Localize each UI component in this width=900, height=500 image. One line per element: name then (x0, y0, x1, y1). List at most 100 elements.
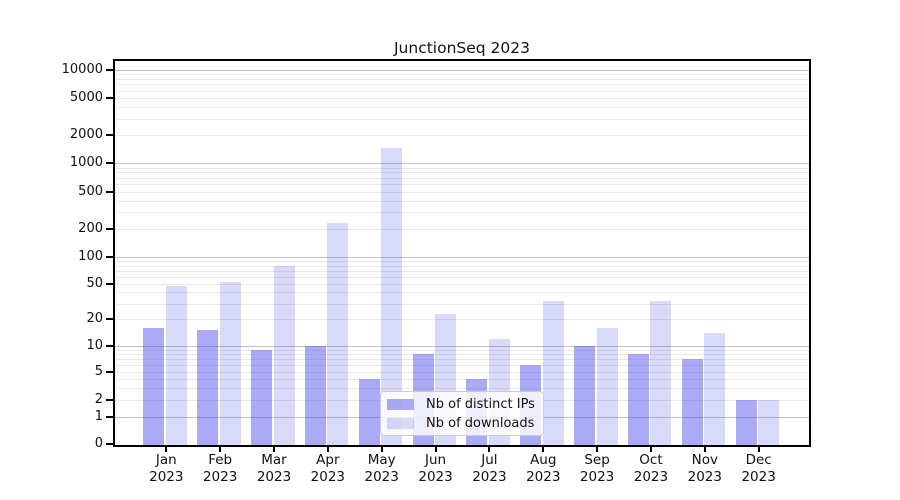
x-tick (380, 447, 383, 452)
y-tick (106, 162, 113, 165)
y-minor-gridline (115, 167, 809, 169)
y-minor-gridline (115, 118, 809, 120)
x-tick-month: Mar (261, 452, 287, 468)
x-tick-label: Feb 2023 (190, 452, 250, 486)
x-tick-month: Sep (584, 452, 610, 468)
y-tick (106, 97, 113, 100)
x-tick (757, 447, 760, 452)
bar-downloads-oct (650, 301, 672, 445)
x-tick-label: Jan 2023 (136, 452, 196, 486)
bar-downloads-sep (596, 327, 618, 445)
y-tick (106, 69, 113, 71)
x-tick-label: Mar 2023 (244, 452, 304, 486)
bar-downloads-dec (758, 400, 780, 445)
x-tick-year: 2023 (526, 469, 561, 485)
x-tick-month: Apr (316, 452, 340, 468)
y-tick-label: 0 (94, 435, 103, 451)
x-tick-month: Oct (639, 452, 663, 468)
y-gridline (115, 257, 809, 258)
x-tick (165, 447, 168, 452)
y-gridline (115, 372, 809, 373)
x-tick-label: Sep 2023 (567, 452, 627, 486)
y-minor-gridline (115, 265, 809, 267)
y-tick (106, 345, 113, 347)
x-tick (649, 447, 652, 452)
bar-distinct-ips-dec (735, 400, 757, 445)
y-minor-gridline (115, 349, 809, 351)
axis-spine-right (809, 59, 811, 447)
x-tick-month: Jan (155, 452, 177, 468)
y-tick-label: 5000 (69, 90, 103, 106)
y-tick (106, 399, 113, 401)
y-tick-label: 500 (78, 183, 103, 199)
x-tick (488, 447, 491, 452)
x-tick-label: Jul 2023 (459, 452, 519, 486)
y-minor-gridline (115, 90, 809, 92)
y-gridline (115, 191, 809, 193)
y-tick (106, 134, 113, 137)
y-minor-gridline (115, 365, 809, 367)
y-tick-label: 10000 (61, 62, 103, 77)
y-tick (106, 227, 113, 230)
bar-downloads-mar (273, 265, 295, 445)
x-tick-label: Oct 2023 (621, 452, 681, 486)
bar-distinct-ips-may (358, 378, 380, 445)
x-tick (434, 447, 437, 452)
y-tick-label: 1 (94, 409, 103, 424)
y-gridline (115, 346, 809, 347)
x-tick-year: 2023 (310, 469, 346, 485)
y-gridline (115, 319, 809, 321)
y-tick-label: 2 (94, 392, 103, 407)
x-tick-month: Feb (208, 452, 233, 468)
legend-swatch-downloads (387, 417, 414, 429)
x-tick-year: 2023 (364, 469, 399, 485)
x-tick-year: 2023 (202, 469, 238, 485)
y-gridline (115, 163, 809, 165)
y-minor-gridline (115, 212, 809, 214)
bar-downloads-apr (327, 223, 349, 445)
y-tick-label: 10 (86, 338, 103, 353)
bar-downloads-aug (542, 301, 564, 445)
bar-distinct-ips-oct (627, 354, 649, 445)
bar-distinct-ips-feb (197, 330, 219, 445)
x-tick (273, 447, 275, 452)
y-minor-gridline (115, 354, 809, 356)
y-tick (106, 442, 113, 445)
chart-title: JunctionSeq 2023 (393, 39, 531, 57)
legend-item-distinct-ips: Nb of distinct IPs (387, 397, 543, 412)
y-minor-gridline (115, 184, 809, 186)
x-tick-month: Dec (745, 452, 772, 468)
y-gridline (115, 98, 809, 100)
y-minor-gridline (115, 378, 809, 380)
bar-downloads-nov (704, 332, 726, 445)
y-minor-gridline (115, 270, 809, 272)
y-tick (106, 318, 113, 321)
y-minor-gridline (115, 359, 809, 361)
x-tick (596, 447, 599, 452)
x-tick (219, 447, 222, 452)
legend-label-downloads: Nb of downloads (426, 415, 535, 431)
x-tick-year: 2023 (149, 469, 184, 485)
y-minor-gridline (115, 276, 809, 278)
bar-downloads-feb (219, 282, 241, 445)
y-minor-gridline (115, 200, 809, 202)
y-minor-gridline (115, 84, 809, 86)
x-tick-label: Nov 2023 (675, 452, 735, 486)
bar-distinct-ips-nov (681, 359, 703, 445)
y-minor-gridline (115, 74, 809, 76)
y-tick-label: 50 (86, 275, 103, 291)
y-gridline (115, 283, 809, 285)
bar-distinct-ips-jan (143, 327, 165, 445)
y-minor-gridline (115, 177, 809, 179)
y-tick (106, 190, 113, 193)
y-tick (106, 371, 113, 373)
x-tick-year: 2023 (741, 469, 776, 485)
legend: Nb of distinct IPs Nb of downloads (380, 391, 544, 436)
x-tick-month: Jun (425, 452, 447, 468)
bar-downloads-may (381, 148, 403, 445)
y-minor-gridline (115, 292, 809, 294)
y-tick-label: 100 (78, 249, 103, 264)
x-tick-label: Apr 2023 (298, 452, 358, 486)
y-tick-label: 20 (86, 311, 103, 327)
